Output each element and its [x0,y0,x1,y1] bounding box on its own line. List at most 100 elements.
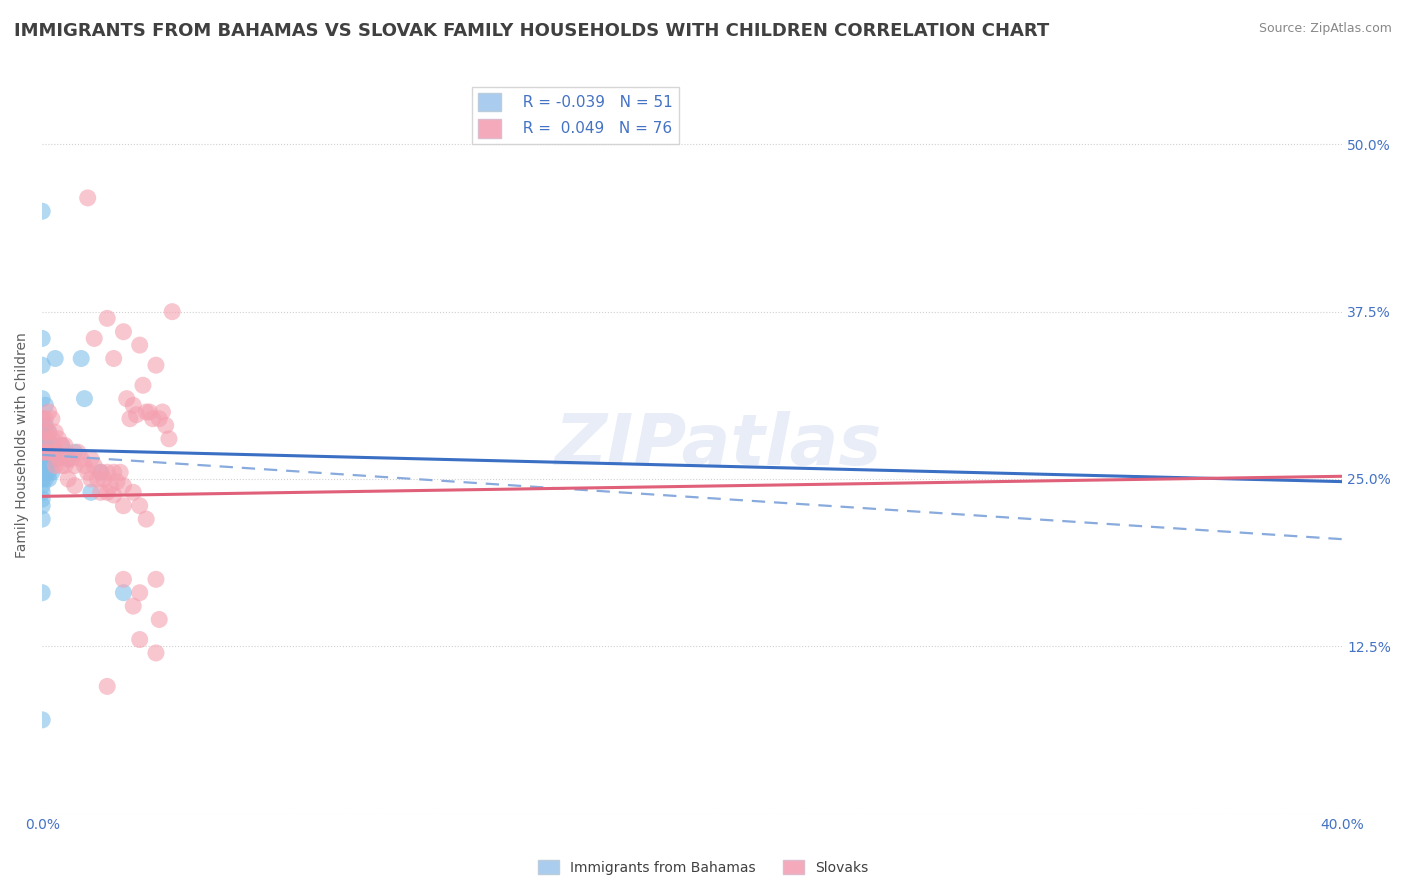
Point [31,331,53,345]
Point [34,445,56,459]
Point [70,451,93,466]
Point [100,478,122,492]
Point [44,458,66,473]
Point [31,425,53,439]
Point [53,458,76,473]
Point [48,451,70,466]
Point [138,405,160,419]
Point [128,632,150,647]
Point [31,512,53,526]
Point [34,445,56,459]
Point [48,432,70,446]
Point [122,485,145,500]
Point [38,465,60,479]
Point [41,451,63,466]
Point [155,418,177,433]
Point [44,351,66,366]
Point [31,392,53,406]
Point [58,451,80,466]
Point [31,358,53,372]
Point [34,411,56,425]
Point [31,485,53,500]
Point [132,378,155,392]
Point [38,425,60,439]
Point [103,351,125,366]
Point [31,713,53,727]
Point [41,465,63,479]
Point [96,311,118,326]
Point [122,599,145,613]
Point [38,458,60,473]
Point [135,405,157,419]
Point [128,499,150,513]
Point [34,418,56,433]
Point [31,461,53,475]
Point [96,680,118,694]
Point [86,472,108,486]
Point [58,451,80,466]
Point [112,478,135,492]
Point [76,191,98,205]
Point [118,411,141,425]
Legend: Immigrants from Bahamas, Slovaks: Immigrants from Bahamas, Slovaks [533,855,873,880]
Point [93,472,115,486]
Point [34,398,56,412]
Point [145,358,167,372]
Point [96,485,118,500]
Point [63,458,86,473]
Point [63,445,86,459]
Point [41,445,63,459]
Point [103,488,125,502]
Point [103,465,125,479]
Point [105,475,128,489]
Point [38,472,60,486]
Point [90,465,112,479]
Point [38,434,60,449]
Point [31,491,53,506]
Point [34,451,56,466]
Legend:   R = -0.039   N = 51,   R =  0.049   N = 76: R = -0.039 N = 51, R = 0.049 N = 76 [471,87,679,144]
Text: ZIPatlas: ZIPatlas [554,411,882,480]
Point [145,646,167,660]
Point [157,432,180,446]
Point [31,411,53,425]
Point [38,445,60,459]
Point [34,438,56,452]
Point [76,465,98,479]
Point [41,432,63,446]
Text: IMMIGRANTS FROM BAHAMAS VS SLOVAK FAMILY HOUSEHOLDS WITH CHILDREN CORRELATION CH: IMMIGRANTS FROM BAHAMAS VS SLOVAK FAMILY… [14,22,1049,40]
Point [31,465,53,479]
Point [31,434,53,449]
Point [80,472,103,486]
Point [31,411,53,425]
Point [44,451,66,466]
Point [80,451,103,466]
Point [108,465,131,479]
Point [135,512,157,526]
Point [128,585,150,599]
Point [128,338,150,352]
Point [96,465,118,479]
Point [80,485,103,500]
Point [148,612,170,626]
Point [122,398,145,412]
Point [34,432,56,446]
Point [90,485,112,500]
Point [38,448,60,462]
Point [66,445,89,459]
Point [31,442,53,457]
Point [83,458,105,473]
Point [38,425,60,439]
Point [145,572,167,586]
Point [31,445,53,459]
Point [112,499,135,513]
Point [142,411,165,425]
Point [31,499,53,513]
Point [31,432,53,446]
Point [112,572,135,586]
Point [31,458,53,473]
Point [34,425,56,439]
Point [70,351,93,366]
Point [31,432,53,446]
Point [31,204,53,219]
